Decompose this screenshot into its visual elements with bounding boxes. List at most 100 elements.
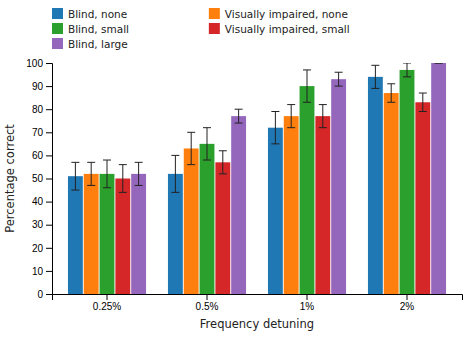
- x-tick-label: 2%: [400, 301, 415, 312]
- x-tick-mark: [207, 294, 208, 300]
- legend-label: Visually impaired, none: [225, 8, 348, 20]
- y-tick-label: 20: [32, 243, 44, 254]
- x-axis-line: [53, 295, 463, 301]
- y-axis-title: Percentage correct: [3, 124, 17, 233]
- y-tick-mark: [46, 271, 52, 272]
- y-tick-mark: [46, 202, 52, 203]
- y-tick-mark: [46, 132, 52, 133]
- chart: Blind, none Visually impaired, none Blind,…: [0, 0, 474, 338]
- y-tick: 40: [32, 196, 52, 207]
- series: [68, 77, 383, 294]
- bar: [268, 128, 283, 294]
- y-tick: 80: [32, 104, 52, 115]
- bar: [200, 144, 215, 294]
- bar: [400, 70, 415, 294]
- bar: [284, 116, 299, 294]
- y-tick-label: 10: [32, 266, 44, 277]
- x-tick: 1%: [300, 294, 315, 312]
- legend-label: Blind, none: [68, 8, 127, 20]
- bar: [231, 116, 246, 294]
- legend-item: Blind, large: [52, 38, 128, 50]
- error-bar: [387, 84, 395, 102]
- y-tick-mark: [46, 225, 52, 226]
- error-bar: [119, 165, 127, 193]
- x-tick: 0.5%: [196, 294, 219, 312]
- legend-item: Visually impaired, none: [209, 8, 348, 20]
- error-bar: [71, 162, 79, 190]
- y-tick: 100: [26, 58, 52, 69]
- legend-swatch: [52, 8, 63, 19]
- bar: [300, 86, 315, 294]
- x-tick-label: 0.25%: [93, 301, 121, 312]
- y-tick-mark: [46, 63, 52, 64]
- bar: [331, 79, 346, 294]
- bar: [215, 162, 230, 294]
- y-tick-label: 90: [32, 81, 44, 92]
- bar: [315, 116, 330, 294]
- y-tick-mark: [46, 86, 52, 87]
- x-tick: 2%: [400, 294, 415, 312]
- error-bars: [119, 93, 427, 192]
- y-tick-mark: [46, 294, 52, 295]
- y-tick-mark: [46, 155, 52, 156]
- legend-swatch: [209, 8, 220, 19]
- error-bar: [171, 155, 179, 192]
- y-tick-mark: [46, 248, 52, 249]
- error-bar: [303, 70, 311, 102]
- y-tick: 20: [32, 243, 52, 254]
- y-tick-mark: [46, 179, 52, 180]
- error-bar: [203, 128, 211, 160]
- y-tick: 90: [32, 81, 52, 92]
- y-tick-label: 30: [32, 219, 44, 230]
- bar: [368, 77, 383, 294]
- y-axis-line: [46, 64, 53, 295]
- legend: Blind, none Visually impaired, none Blind,…: [52, 8, 350, 50]
- series: [84, 93, 399, 294]
- error-bar: [403, 63, 411, 77]
- plot: 0 10 20 30 40 50 60 70 80 90 100 0.25% 0.5% 1% 2%: [26, 58, 462, 312]
- legend-label: Visually impaired, small: [225, 23, 350, 35]
- legend-item: Blind, small: [52, 23, 129, 35]
- y-tick-label: 70: [32, 127, 44, 138]
- x-tick-mark: [307, 294, 308, 300]
- error-bar: [235, 109, 243, 123]
- error-bar: [135, 162, 143, 185]
- x-tick-label: 1%: [300, 301, 315, 312]
- legend-label: Blind, small: [68, 23, 129, 35]
- y-tick: 60: [32, 150, 52, 161]
- y-tick-mark: [46, 109, 52, 110]
- error-bars: [103, 63, 411, 188]
- y-tick-label: 80: [32, 104, 44, 115]
- error-bar: [103, 160, 111, 188]
- error-bars: [71, 65, 379, 192]
- x-axis: 0.25% 0.5% 1% 2%: [53, 294, 463, 312]
- error-bar: [335, 72, 343, 86]
- y-tick: 10: [32, 266, 52, 277]
- series: [131, 63, 446, 294]
- error-bar: [271, 112, 279, 144]
- error-bar: [319, 105, 327, 128]
- x-tick-label: 0.5%: [196, 301, 219, 312]
- bar: [68, 176, 83, 294]
- legend-item: Visually impaired, small: [209, 23, 350, 35]
- y-tick-label: 100: [26, 58, 43, 69]
- y-tick-label: 50: [32, 173, 44, 184]
- x-tick-mark: [407, 294, 408, 300]
- error-bars: [87, 84, 395, 186]
- series: [115, 102, 430, 294]
- legend-swatch: [209, 23, 220, 34]
- legend-swatch: [52, 23, 63, 34]
- y-tick-label: 0: [37, 289, 43, 300]
- bar: [384, 93, 399, 294]
- error-bars: [135, 63, 443, 185]
- bars: [68, 63, 446, 294]
- series: [100, 70, 415, 294]
- bar: [100, 174, 115, 294]
- x-axis-title: Frequency detuning: [200, 317, 314, 331]
- error-bar: [87, 162, 95, 185]
- error-bar: [219, 151, 227, 174]
- error-bar: [419, 93, 427, 111]
- x-tick: 0.25%: [93, 294, 121, 312]
- error-bar: [371, 65, 379, 88]
- y-tick-label: 40: [32, 196, 44, 207]
